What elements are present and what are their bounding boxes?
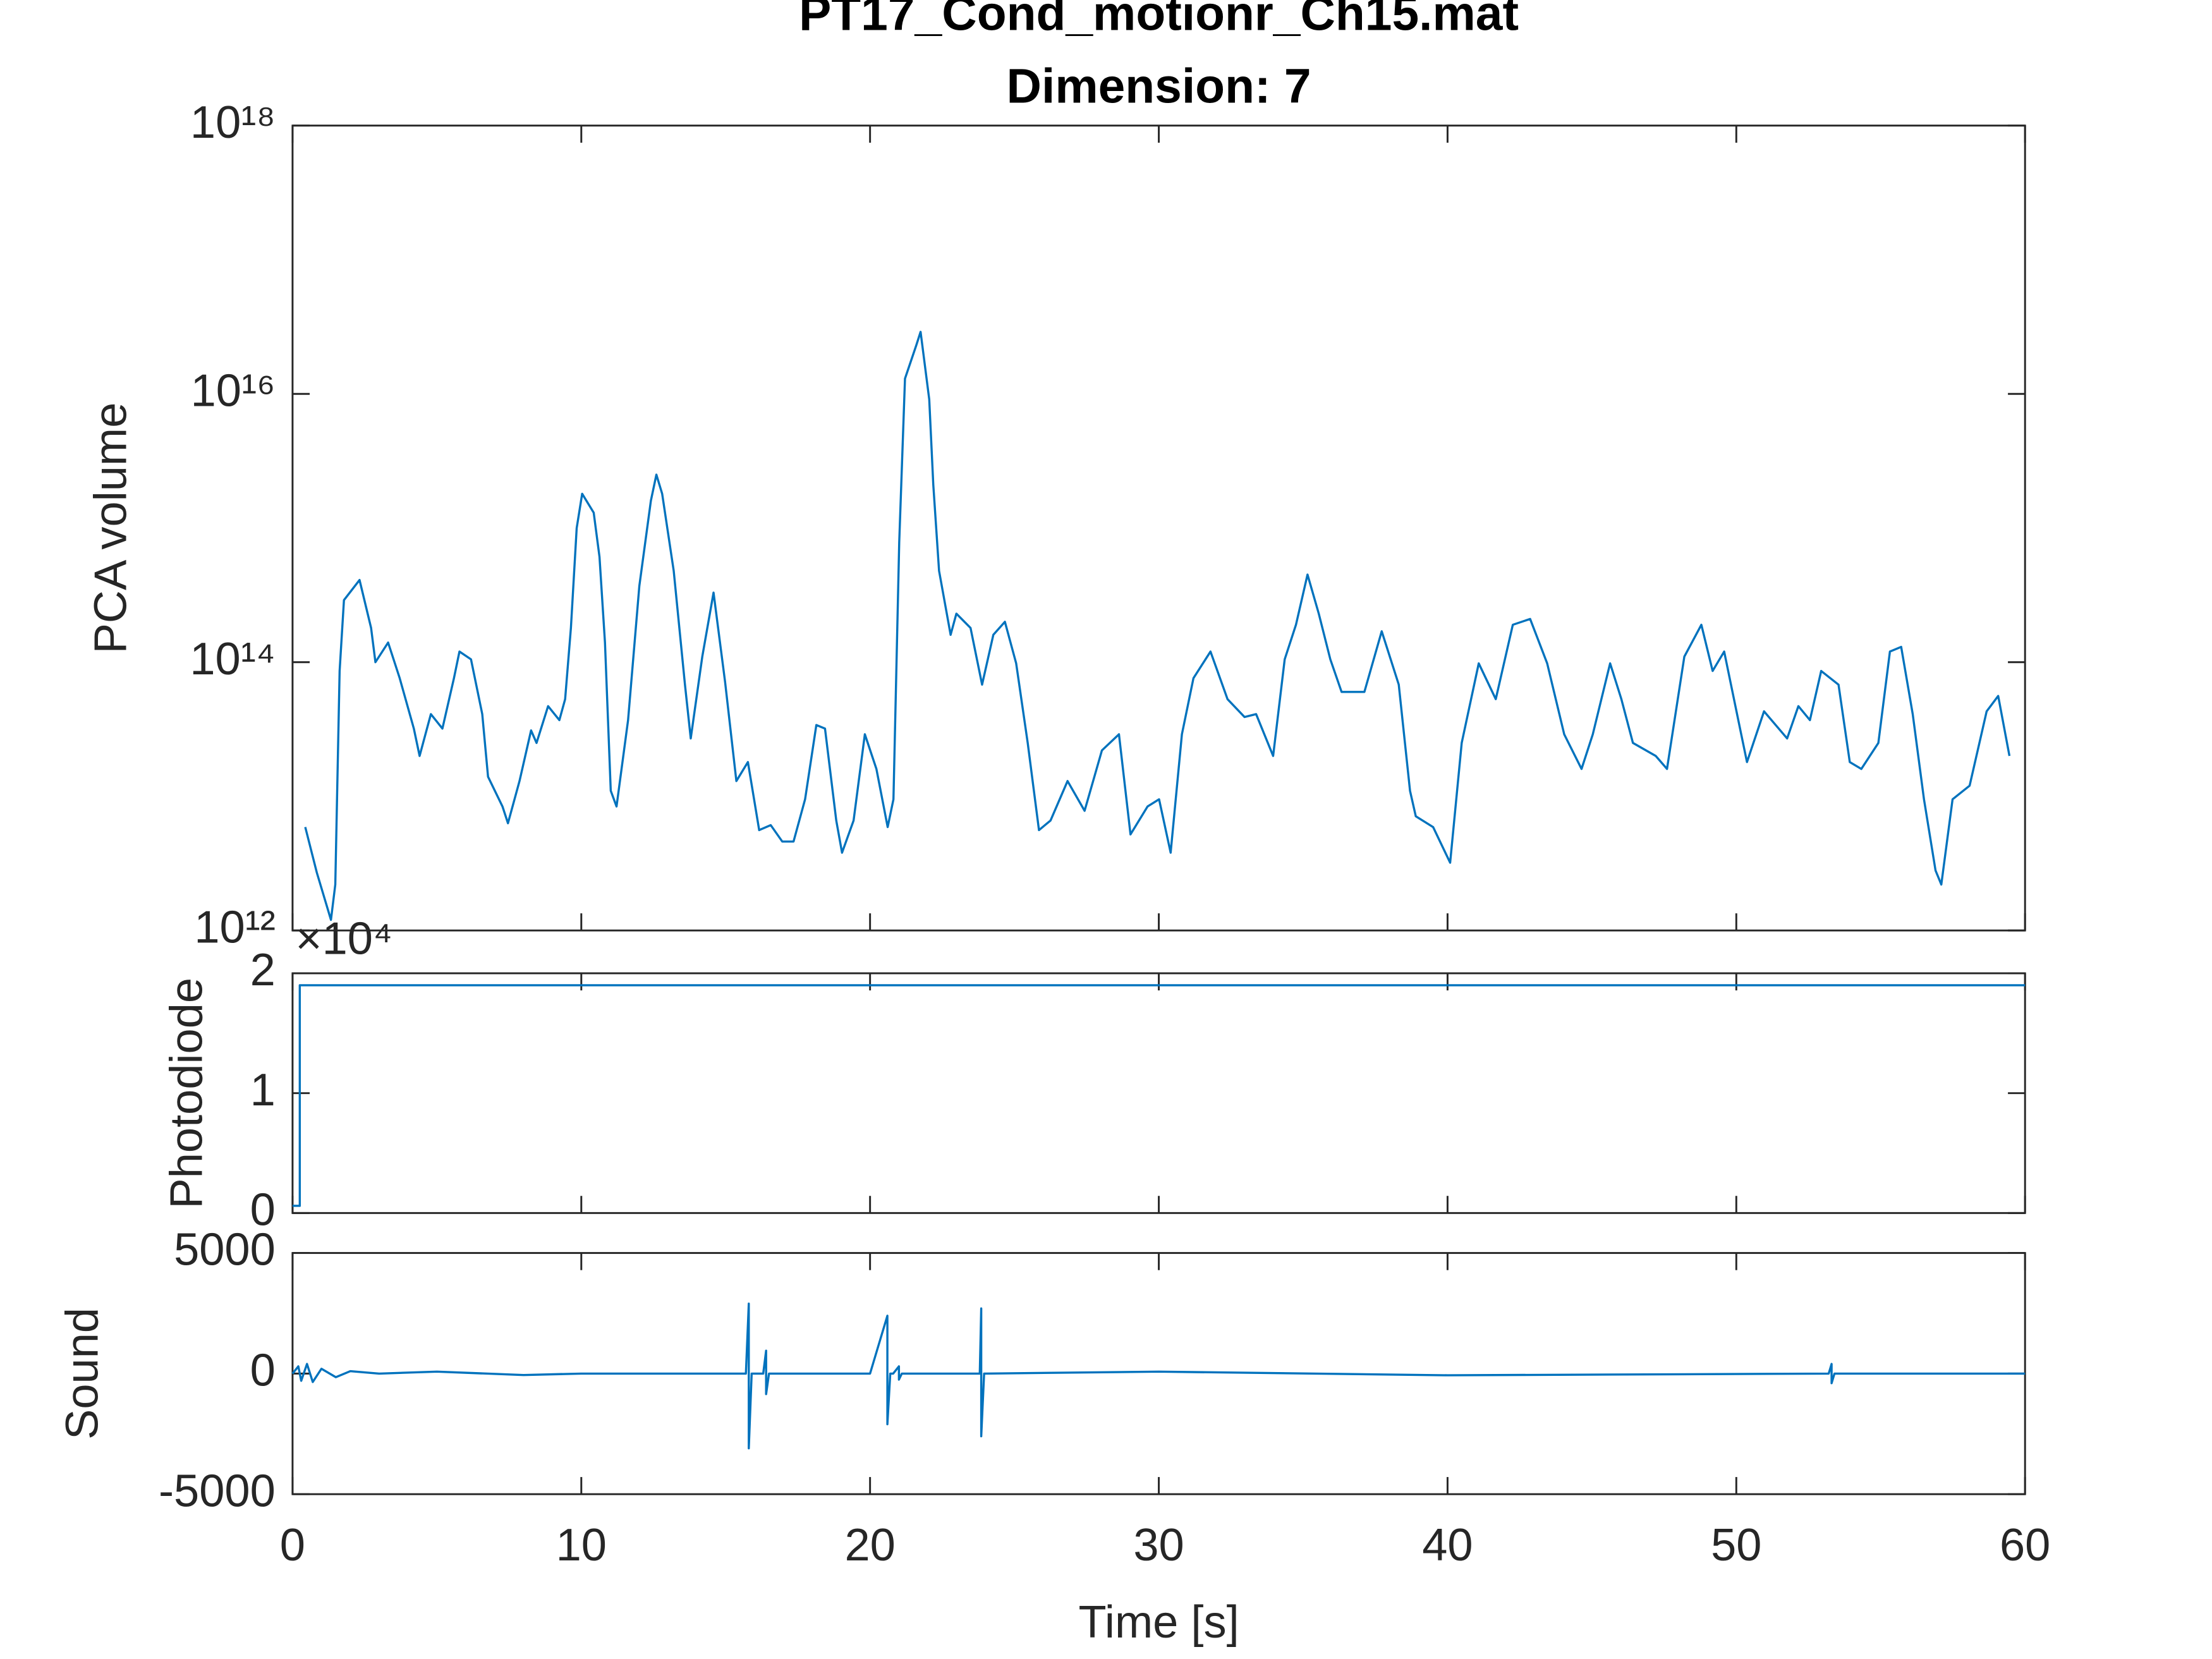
x-tick-label: 40: [1422, 1520, 1473, 1571]
x-tick-label: 0: [280, 1520, 305, 1571]
y-tick-label: 10¹⁶: [191, 365, 276, 416]
data-line: [292, 984, 2026, 1207]
x-tick-label: 60: [2000, 1520, 2050, 1571]
chart-subtitle: Dimension: 7: [1007, 60, 1311, 114]
y-tick-label: 0: [250, 1184, 276, 1235]
y-tick-label: -5000: [159, 1466, 276, 1516]
y-axis-label: Photodiode: [161, 978, 212, 1209]
y-axis-label: PCA volume: [86, 403, 137, 654]
y-tick-label: 5000: [174, 1225, 276, 1275]
y-tick-label: 0: [250, 1345, 276, 1395]
data-line: [291, 1303, 2026, 1450]
x-axis-label: Time [s]: [1078, 1597, 1239, 1648]
y-tick-label: 10¹²: [194, 902, 275, 952]
x-tick-label: 30: [1133, 1520, 1184, 1571]
y-tick-label: 1: [250, 1065, 276, 1115]
x-tick-label: 50: [1711, 1520, 1761, 1571]
x-tick-label: 10: [556, 1520, 607, 1571]
y-exponent-label: ×10⁴: [295, 913, 392, 964]
data-line: [304, 331, 2011, 921]
y-tick-label: 10¹⁴: [190, 634, 275, 684]
y-tick-label: 2: [250, 945, 276, 995]
x-tick-label: 20: [844, 1520, 895, 1571]
chart-title: PT17_Cond_motionr_Ch15.mat: [799, 0, 1519, 40]
y-axis-label: Sound: [58, 1308, 108, 1440]
y-tick-label: 10¹⁸: [190, 97, 276, 148]
